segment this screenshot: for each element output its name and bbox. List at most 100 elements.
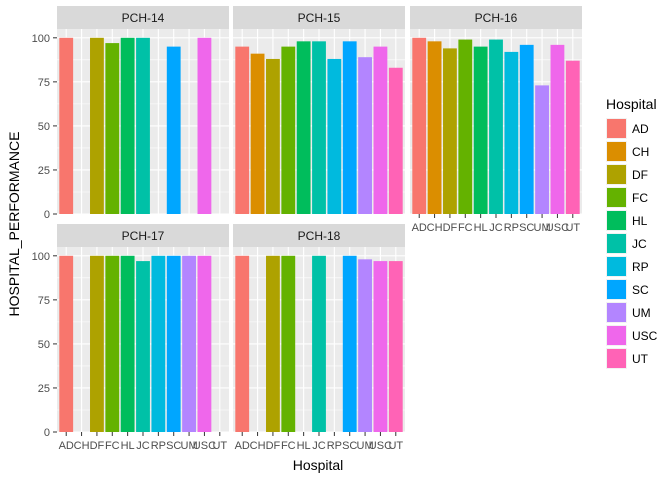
legend-key-ch: [607, 142, 626, 161]
x-tick-label: HL: [474, 222, 488, 234]
bar-pch-17-usc: [197, 255, 212, 432]
legend-key-hl: [607, 211, 626, 230]
x-tick-label: DF: [443, 222, 458, 234]
legend: Hospital AD CH DF FC HL JC RP SC UM USC UT: [606, 96, 658, 369]
bar-pch-16-sc: [519, 44, 534, 214]
bar-pch-18-usc: [373, 261, 388, 432]
bar-pch-18-fc: [281, 255, 296, 432]
bar-pch-16-ch: [427, 41, 442, 215]
bar-pch-14-fc: [105, 43, 120, 214]
y-tick-label: 25: [38, 165, 50, 177]
bar-pch-16-fc: [458, 39, 473, 215]
bar-pch-17-rp: [151, 255, 166, 432]
legend-key-jc: [607, 234, 626, 253]
legend-label: USC: [632, 329, 658, 343]
x-tick-label: SC: [166, 440, 181, 452]
legend-label: HL: [632, 214, 648, 228]
legend-key-um: [607, 303, 626, 322]
bar-pch-15-rp: [327, 58, 342, 215]
legend-label: JC: [632, 237, 647, 251]
facet-title: PCH-14: [122, 11, 165, 25]
y-tick-label: 50: [38, 339, 50, 351]
bar-pch-14-df: [90, 37, 104, 214]
x-tick-label: CH: [74, 440, 90, 452]
bar-pch-17-um: [182, 255, 196, 432]
y-axis-title: HOSPITAL_PERFORMANCE: [6, 132, 22, 317]
legend-label: DF: [632, 168, 648, 182]
facet-strip: [410, 6, 582, 29]
x-tick-label: RP: [504, 222, 519, 234]
x-tick-label: JC: [312, 440, 326, 452]
x-tick-label: FC: [281, 440, 296, 452]
x-tick-label: FC: [458, 222, 473, 234]
x-tick-label: JC: [136, 440, 150, 452]
bar-pch-14-hl: [120, 37, 135, 214]
bar-pch-18-jc: [312, 255, 326, 432]
bar-pch-17-jc: [136, 261, 150, 432]
x-axis-title: Hospital: [293, 457, 344, 473]
y-tick-label: 100: [32, 33, 50, 45]
facet-panel: PCH-15: [233, 6, 405, 215]
legend-key-df: [607, 165, 626, 184]
legend-key-usc: [607, 326, 626, 345]
y-tick-label: 0: [44, 427, 50, 439]
bar-pch-17-ad: [59, 255, 74, 432]
x-tick-label: UM: [357, 440, 374, 452]
bar-pch-17-hl: [120, 255, 135, 432]
bar-pch-16-usc: [550, 44, 565, 214]
legend-key-rp: [607, 257, 626, 276]
bar-pch-14-sc: [166, 46, 181, 214]
legend-label: SC: [632, 283, 649, 297]
x-tick-label: UM: [534, 222, 551, 234]
x-tick-label: AD: [235, 440, 250, 452]
bar-pch-17-df: [90, 255, 104, 432]
legend-key-ut: [607, 349, 626, 368]
bar-pch-14-usc: [197, 37, 212, 214]
bar-pch-16-rp: [504, 51, 519, 215]
bar-pch-14-jc: [136, 37, 150, 214]
facet-strip: [57, 6, 229, 29]
x-tick-label: AD: [412, 222, 427, 234]
x-tick-label: UT: [565, 222, 580, 234]
legend-label: UT: [632, 352, 649, 366]
legend-key-sc: [607, 280, 626, 299]
x-tick-label: SC: [342, 440, 357, 452]
x-tick-label: HL: [121, 440, 135, 452]
x-tick-label: DF: [90, 440, 105, 452]
facet-title: PCH-16: [475, 11, 518, 25]
legend-label: AD: [632, 122, 649, 136]
legend-label: FC: [632, 191, 648, 205]
bar-pch-16-jc: [489, 39, 503, 215]
bar-pch-15-df: [266, 58, 280, 215]
bar-pch-15-ad: [235, 46, 250, 214]
x-tick-label: UM: [181, 440, 198, 452]
bar-pch-16-hl: [473, 46, 488, 214]
x-tick-label: CH: [427, 222, 443, 234]
x-tick-label: HL: [297, 440, 311, 452]
bar-pch-16-um: [535, 85, 549, 214]
facet-panel: PCH-14 0 25 50 75 100: [32, 6, 229, 221]
legend-label: RP: [632, 260, 649, 274]
bar-pch-18-sc: [342, 255, 357, 432]
facet-title: PCH-18: [298, 229, 341, 243]
bar-pch-18-df: [266, 255, 280, 432]
bar-pch-18-um: [358, 259, 372, 432]
x-tick-label: UT: [212, 440, 227, 452]
facet-title: PCH-17: [122, 229, 165, 243]
x-tick-label: UT: [388, 440, 403, 452]
x-tick-label: USC: [193, 440, 216, 452]
facet-strip: [233, 224, 405, 247]
bar-pch-15-um: [358, 57, 372, 214]
bar-pch-15-sc: [342, 41, 357, 215]
bar-pch-15-fc: [281, 46, 296, 214]
bar-pch-17-sc: [166, 255, 181, 432]
facet-strip: [57, 224, 229, 247]
facet-strip: [233, 6, 405, 29]
bar-pch-18-ad: [235, 255, 250, 432]
bar-pch-14-ad: [59, 37, 74, 214]
y-tick-label: 75: [38, 295, 50, 307]
